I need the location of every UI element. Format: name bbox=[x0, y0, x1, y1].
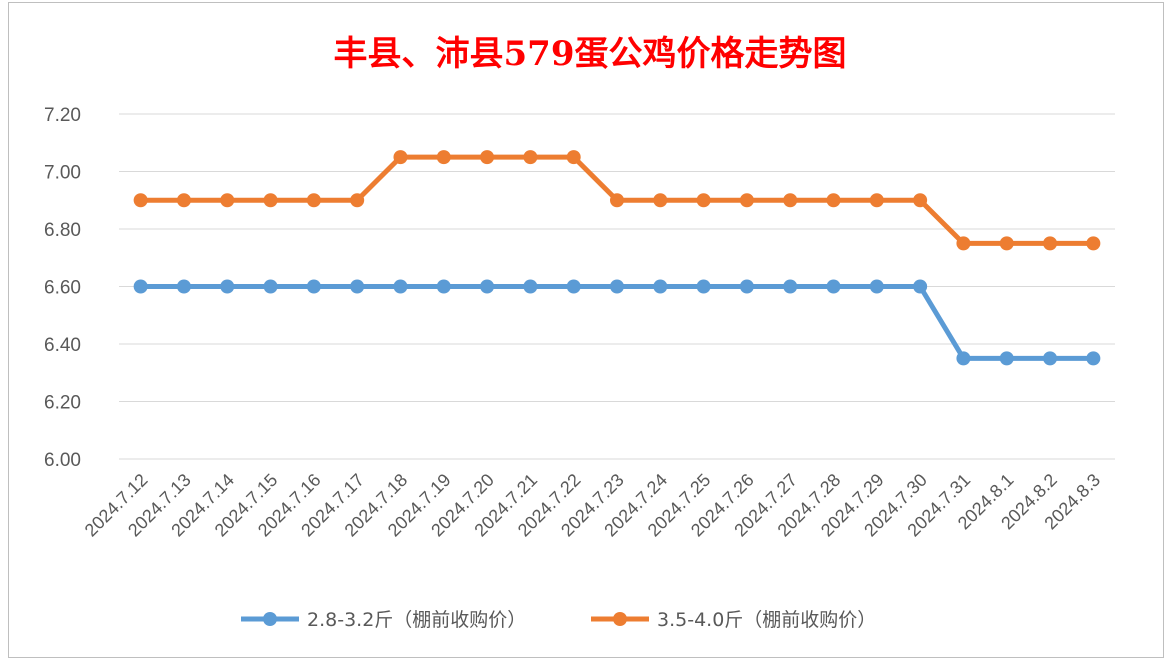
data-point bbox=[1043, 236, 1058, 251]
data-point bbox=[913, 279, 928, 294]
data-point bbox=[393, 279, 408, 294]
data-point bbox=[350, 279, 365, 294]
data-point bbox=[220, 193, 235, 208]
data-point bbox=[263, 279, 278, 294]
data-point bbox=[826, 279, 841, 294]
series-2 bbox=[133, 150, 1101, 251]
data-point bbox=[133, 193, 148, 208]
legend-marker bbox=[263, 612, 277, 626]
y-tick-label: 6.60 bbox=[44, 278, 81, 299]
data-point bbox=[653, 193, 668, 208]
data-point bbox=[869, 193, 884, 208]
data-point bbox=[263, 193, 278, 208]
data-point bbox=[1086, 236, 1101, 251]
y-tick-label: 7.20 bbox=[44, 105, 81, 126]
data-point bbox=[610, 193, 624, 208]
data-point bbox=[956, 236, 971, 251]
data-point bbox=[826, 193, 841, 208]
legend-marker bbox=[613, 612, 627, 626]
data-point bbox=[480, 150, 495, 165]
data-point bbox=[653, 279, 668, 294]
y-tick-label: 6.00 bbox=[44, 450, 81, 471]
data-point bbox=[306, 279, 321, 294]
data-point bbox=[523, 279, 538, 294]
data-point bbox=[176, 193, 191, 208]
data-point bbox=[999, 351, 1014, 366]
series-line bbox=[138, 284, 1096, 361]
chart-title: 丰县、沛县579蛋公鸡价格走势图 bbox=[334, 34, 847, 74]
data-point bbox=[133, 279, 148, 294]
legend-item-2: 3.5-4.0斤（棚前收购价） bbox=[591, 609, 876, 631]
data-point bbox=[220, 279, 235, 294]
y-tick-label: 7.00 bbox=[44, 163, 81, 184]
data-point bbox=[610, 279, 624, 294]
data-point bbox=[739, 279, 754, 294]
data-point bbox=[783, 193, 798, 208]
y-tick-label: 6.40 bbox=[44, 335, 81, 356]
data-point bbox=[696, 193, 711, 208]
data-point bbox=[566, 279, 581, 294]
legend-label: 2.8-3.2斤（棚前收购价） bbox=[307, 609, 526, 631]
data-point bbox=[1043, 351, 1058, 366]
series-1 bbox=[133, 279, 1101, 366]
legend-label: 3.5-4.0斤（棚前收购价） bbox=[657, 609, 876, 631]
data-point bbox=[566, 150, 581, 165]
data-point bbox=[696, 279, 711, 294]
data-point bbox=[393, 150, 408, 165]
data-point bbox=[436, 279, 451, 294]
legend: 2.8-3.2斤（棚前收购价） 3.5-4.0斤（棚前收购价） bbox=[241, 609, 876, 631]
data-point bbox=[436, 150, 451, 165]
y-tick-label: 6.80 bbox=[44, 220, 81, 241]
y-tick-label: 6.20 bbox=[44, 393, 81, 414]
data-point bbox=[306, 193, 321, 208]
legend-item-1: 2.8-3.2斤（棚前收购价） bbox=[241, 609, 526, 631]
data-point bbox=[176, 279, 191, 294]
data-point bbox=[350, 193, 365, 208]
data-point bbox=[480, 279, 495, 294]
data-point bbox=[999, 236, 1014, 251]
data-point bbox=[869, 279, 884, 294]
data-point bbox=[1086, 351, 1101, 366]
x-axis-tick-labels: 2024.7.122024.7.132024.7.142024.7.152024… bbox=[81, 470, 1104, 541]
data-point bbox=[913, 193, 928, 208]
data-point bbox=[956, 351, 971, 366]
line-chart: 丰县、沛县579蛋公鸡价格走势图 7.20 7.00 6.80 6.60 6.40 6.2… bbox=[44, 34, 1115, 631]
data-point bbox=[783, 279, 798, 294]
series-layer bbox=[133, 150, 1101, 366]
y-axis-tick-labels: 7.20 7.00 6.80 6.60 6.40 6.20 6.00 bbox=[44, 105, 81, 471]
chart-frame: 丰县、沛县579蛋公鸡价格走势图 7.20 7.00 6.80 6.60 6.40 6.2… bbox=[8, 2, 1164, 658]
data-point bbox=[739, 193, 754, 208]
data-point bbox=[523, 150, 538, 165]
